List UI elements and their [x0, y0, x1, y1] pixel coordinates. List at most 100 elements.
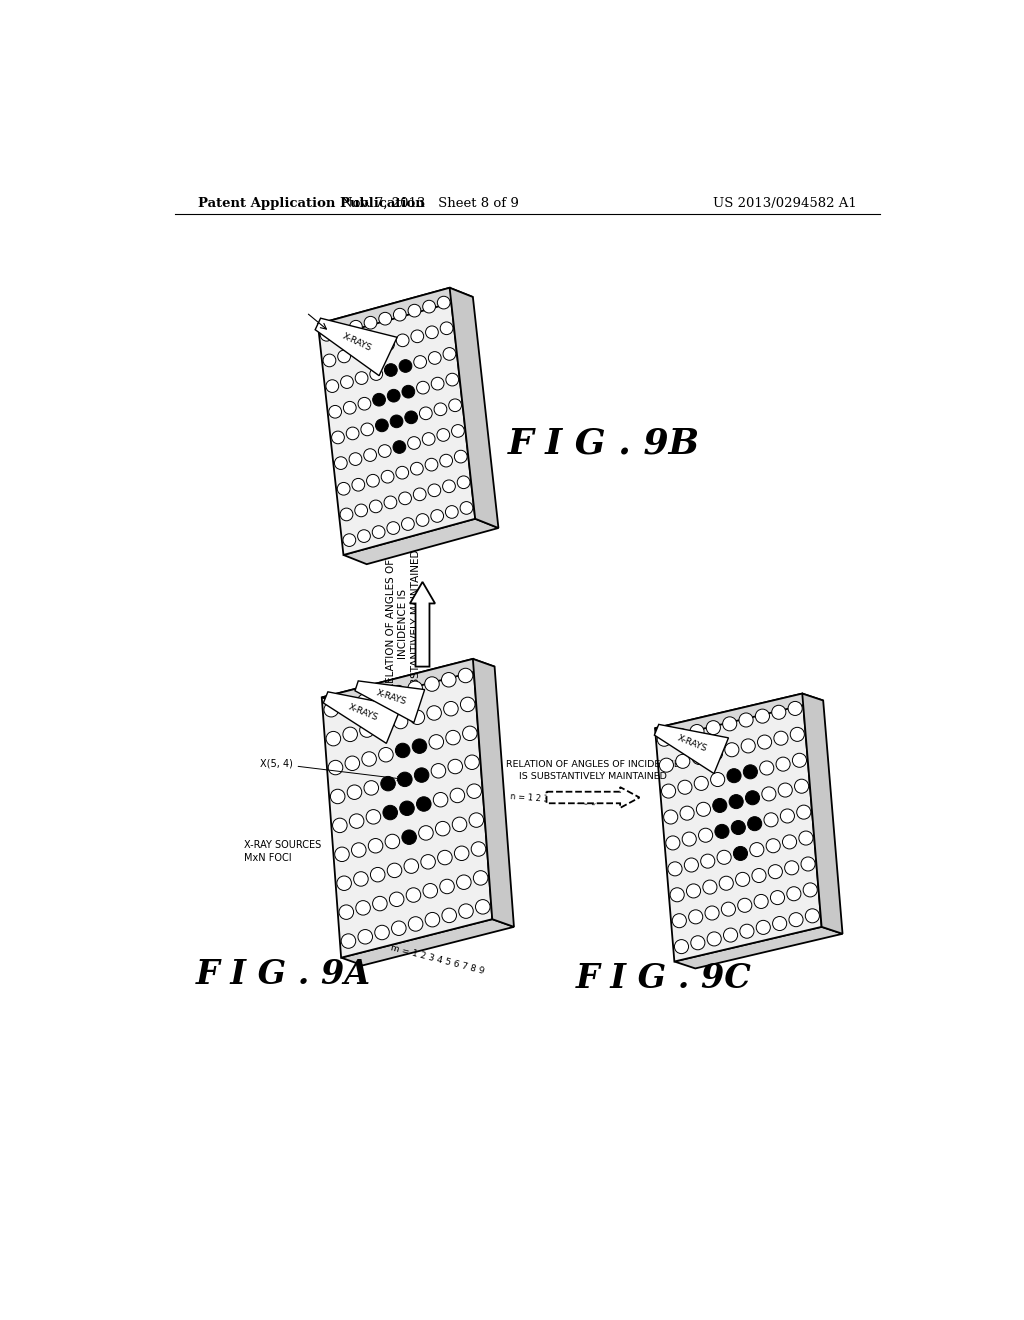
- Circle shape: [459, 668, 473, 682]
- Circle shape: [391, 685, 406, 700]
- Circle shape: [762, 787, 776, 801]
- Circle shape: [740, 924, 754, 939]
- Circle shape: [784, 861, 799, 875]
- Circle shape: [428, 351, 441, 364]
- Circle shape: [341, 376, 353, 388]
- Circle shape: [417, 797, 431, 812]
- Circle shape: [335, 457, 347, 470]
- Circle shape: [369, 838, 383, 853]
- Circle shape: [729, 795, 743, 809]
- Circle shape: [770, 891, 784, 904]
- Circle shape: [725, 743, 739, 756]
- Circle shape: [694, 776, 709, 791]
- Polygon shape: [322, 659, 493, 958]
- Circle shape: [788, 912, 803, 927]
- Circle shape: [326, 380, 339, 392]
- Text: Patent Application Publication: Patent Application Publication: [198, 197, 425, 210]
- Circle shape: [443, 347, 456, 360]
- Circle shape: [355, 372, 368, 384]
- Text: F I G . 9A: F I G . 9A: [197, 958, 372, 991]
- Circle shape: [727, 768, 741, 783]
- Polygon shape: [654, 725, 728, 774]
- Circle shape: [408, 437, 421, 449]
- Circle shape: [423, 300, 435, 313]
- Circle shape: [426, 326, 438, 339]
- Circle shape: [364, 780, 379, 795]
- Circle shape: [335, 847, 349, 862]
- Polygon shape: [655, 693, 823, 735]
- Circle shape: [373, 896, 387, 911]
- Circle shape: [752, 869, 766, 883]
- Circle shape: [460, 502, 473, 515]
- Circle shape: [396, 334, 409, 347]
- Circle shape: [337, 876, 351, 891]
- Polygon shape: [315, 318, 397, 376]
- Circle shape: [427, 706, 441, 721]
- Circle shape: [399, 359, 412, 372]
- Circle shape: [659, 758, 674, 772]
- Circle shape: [445, 730, 461, 744]
- Circle shape: [795, 779, 809, 793]
- Circle shape: [707, 721, 721, 735]
- Circle shape: [461, 697, 475, 711]
- Polygon shape: [675, 927, 843, 969]
- Circle shape: [379, 747, 393, 762]
- Circle shape: [475, 900, 490, 913]
- Circle shape: [467, 784, 481, 799]
- Circle shape: [451, 788, 465, 803]
- Circle shape: [343, 401, 356, 414]
- Circle shape: [756, 920, 770, 935]
- Circle shape: [414, 355, 427, 368]
- Circle shape: [364, 449, 377, 462]
- Circle shape: [410, 710, 425, 725]
- Circle shape: [674, 729, 688, 742]
- Circle shape: [420, 407, 432, 420]
- Circle shape: [680, 807, 694, 820]
- Circle shape: [354, 504, 368, 516]
- Circle shape: [331, 789, 345, 804]
- Circle shape: [360, 422, 374, 436]
- Circle shape: [409, 305, 421, 317]
- Circle shape: [756, 709, 769, 723]
- Circle shape: [404, 859, 419, 874]
- Circle shape: [339, 906, 353, 919]
- Circle shape: [471, 842, 485, 857]
- Polygon shape: [410, 582, 435, 667]
- Circle shape: [684, 858, 698, 873]
- Circle shape: [422, 433, 435, 445]
- Circle shape: [384, 496, 397, 508]
- Circle shape: [321, 329, 333, 341]
- Circle shape: [376, 418, 388, 432]
- Circle shape: [673, 913, 686, 928]
- Circle shape: [370, 368, 383, 380]
- Circle shape: [358, 397, 371, 411]
- Circle shape: [361, 752, 377, 766]
- Circle shape: [395, 743, 410, 758]
- Circle shape: [717, 850, 731, 865]
- Circle shape: [341, 933, 355, 948]
- Circle shape: [324, 702, 339, 717]
- Circle shape: [358, 929, 373, 944]
- Circle shape: [402, 385, 415, 399]
- Circle shape: [741, 739, 756, 752]
- Circle shape: [377, 718, 391, 733]
- Circle shape: [355, 900, 371, 915]
- Circle shape: [413, 739, 427, 754]
- Circle shape: [668, 862, 682, 876]
- Circle shape: [760, 760, 774, 775]
- Circle shape: [387, 389, 400, 403]
- Circle shape: [345, 756, 359, 771]
- Circle shape: [425, 677, 439, 692]
- Circle shape: [737, 899, 752, 912]
- Circle shape: [382, 338, 394, 351]
- Circle shape: [375, 689, 389, 704]
- Circle shape: [401, 830, 417, 845]
- Circle shape: [702, 880, 717, 894]
- Circle shape: [338, 350, 350, 363]
- Circle shape: [367, 809, 381, 824]
- Circle shape: [664, 810, 678, 824]
- Circle shape: [692, 751, 707, 764]
- Circle shape: [431, 763, 445, 777]
- Circle shape: [469, 813, 483, 828]
- Text: X-RAYS: X-RAYS: [676, 734, 709, 754]
